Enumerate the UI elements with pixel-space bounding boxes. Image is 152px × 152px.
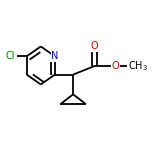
Text: O: O [90,41,98,52]
Text: Cl: Cl [5,51,15,61]
Text: N: N [51,51,59,61]
Text: CH$_3$: CH$_3$ [128,59,148,73]
Text: O: O [112,61,119,71]
